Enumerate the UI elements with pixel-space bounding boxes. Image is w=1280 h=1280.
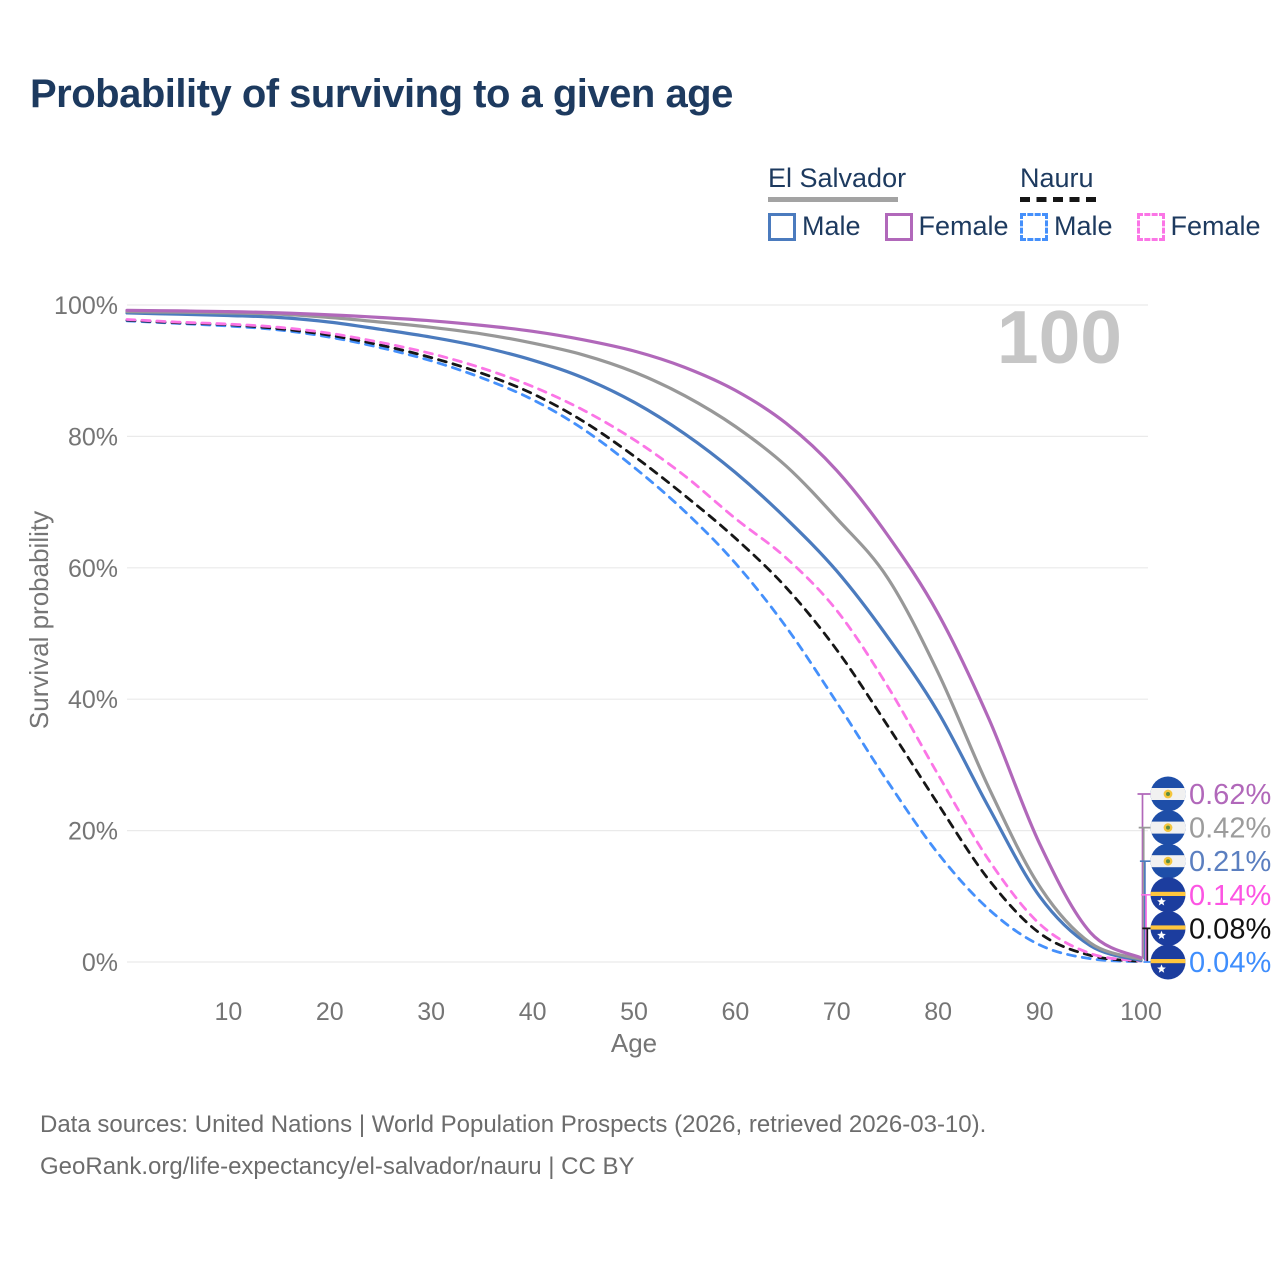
end-label-nauru-both-sexes[interactable]: 0.08% [1189, 913, 1271, 945]
x-tick-label: 90 [1026, 998, 1054, 1026]
nauru-line-style-swatch [1020, 197, 1096, 202]
age-counter-watermark: 100 [997, 295, 1122, 379]
curve-el-salvador-male[interactable] [125, 311, 1143, 963]
flag-icon-nauru[interactable] [1150, 910, 1186, 946]
flag-icon-nauru[interactable] [1150, 877, 1186, 913]
nauru-male-swatch [1020, 212, 1048, 241]
x-tick-label: 70 [823, 998, 851, 1026]
legend-item-label: Male [802, 211, 861, 241]
y-tick-label: 0% [82, 949, 118, 977]
y-tick-label: 40% [68, 686, 118, 714]
legend-group-el-salvador: El Salvador Male Female [768, 163, 1009, 242]
legend-item-label: Male [1054, 211, 1113, 241]
legend-item-nauru-male[interactable]: Male [1020, 211, 1113, 242]
page-title: Probability of surviving to a given age [30, 72, 733, 116]
curve-nauru-female[interactable] [125, 318, 1143, 963]
curve-el-salvador-female[interactable] [125, 308, 1143, 960]
y-tick-label: 100% [54, 292, 118, 320]
end-label-connector [1139, 860, 1151, 961]
x-tick-label: 30 [417, 998, 445, 1026]
el-salvador-line-style-swatch [768, 197, 898, 202]
y-axis-title: Survival probability [24, 511, 54, 729]
y-tick-label: 60% [68, 555, 118, 583]
end-label-el-salvador-male[interactable]: 0.21% [1189, 846, 1271, 878]
y-tick-label: 20% [68, 818, 118, 846]
x-tick-label: 50 [620, 998, 648, 1026]
legend-item-label: Female [1170, 211, 1261, 241]
end-label-connector [1137, 793, 1151, 958]
legend-item-el-salvador-male[interactable]: Male [768, 211, 861, 242]
end-label-nauru-male[interactable]: 0.04% [1189, 947, 1271, 979]
end-label-el-salvador-both-sexes[interactable]: 0.42% [1189, 813, 1271, 845]
end-label-connector [1138, 826, 1151, 960]
y-tick-label: 80% [68, 423, 118, 451]
x-tick-label: 80 [924, 998, 952, 1026]
flag-icon-el-salvador[interactable] [1150, 776, 1186, 812]
flag-icon-el-salvador[interactable] [1150, 843, 1186, 879]
legend-item-el-salvador-female[interactable]: Female [884, 211, 1009, 242]
x-axis-title: Age [611, 1028, 657, 1058]
nauru-female-swatch [1136, 212, 1165, 241]
x-tick-label: 100 [1120, 998, 1162, 1026]
flag-icon-nauru[interactable] [1150, 944, 1186, 980]
legend-country-el-salvador[interactable]: El Salvador [768, 163, 907, 193]
end-label-el-salvador-female[interactable]: 0.62% [1189, 779, 1271, 811]
source-line-2: GeoRank.org/life-expectancy/el-salvador/… [40, 1153, 635, 1180]
data-source: Data sources: United Nations | World Pop… [40, 1104, 986, 1188]
el-salvador-female-swatch [884, 212, 913, 241]
curve-el-salvador-both-sexes[interactable] [125, 310, 1143, 961]
end-label-nauru-female[interactable]: 0.14% [1189, 880, 1271, 912]
x-tick-label: 20 [316, 998, 344, 1026]
el-salvador-male-swatch [768, 212, 796, 241]
legend-item-nauru-female[interactable]: Female [1136, 211, 1261, 242]
legend-item-label: Female [918, 211, 1009, 241]
end-label-connector [1142, 927, 1151, 962]
legend-country-nauru[interactable]: Nauru [1020, 163, 1094, 193]
legend-group-nauru: Nauru Male Female [1020, 163, 1261, 242]
curve-nauru-male[interactable] [125, 319, 1143, 964]
source-line-1: Data sources: United Nations | World Pop… [40, 1111, 987, 1138]
x-tick-label: 40 [519, 998, 547, 1026]
x-tick-label: 10 [214, 998, 242, 1026]
flag-icon-el-salvador[interactable] [1150, 810, 1186, 846]
x-tick-label: 60 [721, 998, 749, 1026]
curve-nauru-both-sexes[interactable] [125, 318, 1143, 963]
